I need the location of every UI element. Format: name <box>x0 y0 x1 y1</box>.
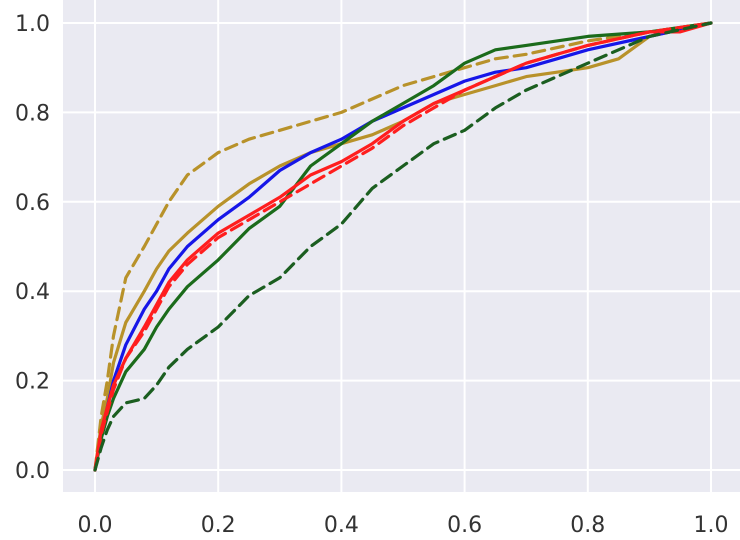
x-tick-label: 0.0 <box>78 513 113 538</box>
series-layer <box>93 21 713 472</box>
y-tick-label: 1.0 <box>15 12 50 37</box>
y-tick-label: 0.8 <box>15 101 50 126</box>
series-line-7 <box>93 21 713 472</box>
series-line-6 <box>93 21 713 472</box>
y-tick-label: 0.2 <box>15 370 50 395</box>
x-tick-label: 1.0 <box>694 513 729 538</box>
x-tick-label: 0.2 <box>201 513 236 538</box>
tick-labels: 0.0 0.0 0.2 0.2 0.4 0.4 0.6 0.6 0.8 0.8 1.0 1.0 <box>15 12 729 538</box>
grid <box>63 0 740 492</box>
plot-background <box>63 0 740 492</box>
y-tick-label: 0.4 <box>15 280 50 305</box>
x-tick-label: 0.4 <box>324 513 359 538</box>
series-line-1 <box>93 21 713 472</box>
x-tick-label: 0.6 <box>447 513 482 538</box>
x-tick-label: 0.8 <box>570 513 605 538</box>
y-tick-label: 0.0 <box>15 459 50 484</box>
y-tick-label: 0.6 <box>15 191 50 216</box>
series-line-3 <box>93 21 713 472</box>
